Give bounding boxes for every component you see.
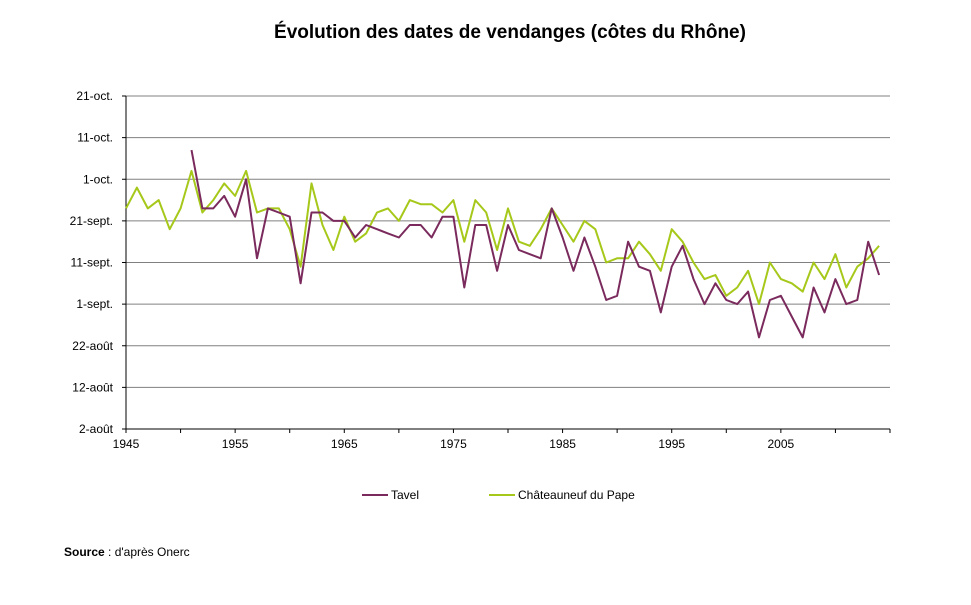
y-tick-label: 1-oct. — [83, 172, 113, 186]
series-line-ch-teauneuf-du-pape — [125, 169, 880, 306]
legend-label: Châteauneuf du Pape — [518, 488, 635, 502]
y-axis: 2-août 12-août 22-août 1-sept. 11-sept. 21-se… — [70, 89, 127, 436]
y-tick-label: 11-oct. — [77, 131, 113, 145]
series-lines — [125, 149, 881, 339]
source-label: Source — [64, 545, 105, 559]
x-tick-label: 1965 — [331, 437, 358, 451]
y-tick-label: 2-août — [79, 422, 114, 436]
x-tick-label: 1995 — [658, 437, 685, 451]
chart-title: Évolution des dates de vendanges (côtes … — [274, 22, 746, 43]
y-tick-label: 1-sept. — [76, 297, 113, 311]
x-tick-label: 1955 — [222, 437, 249, 451]
source-note: Source : d'après Onerc — [64, 545, 190, 559]
x-tick-label: 1945 — [113, 437, 140, 451]
grid-lines — [126, 95, 890, 388]
y-tick-label: 11-sept. — [71, 256, 113, 270]
y-tick-label: 12-août — [72, 380, 113, 394]
source-text: : d'après Onerc — [104, 545, 190, 559]
legend-label: Tavel — [391, 488, 419, 502]
series-line-tavel — [190, 149, 881, 339]
x-tick-label: 1975 — [440, 437, 467, 451]
x-tick-label: 2005 — [768, 437, 795, 451]
x-tick-label: 1985 — [549, 437, 576, 451]
legend: Tavel Châteauneuf du Pape — [362, 488, 635, 502]
x-axis: 1945 1955 1965 1975 1985 1995 2005 — [113, 428, 891, 451]
y-tick-label: 21-sept. — [70, 214, 113, 228]
y-tick-label: 22-août — [72, 339, 113, 353]
y-tick-label: 21-oct. — [76, 89, 113, 103]
